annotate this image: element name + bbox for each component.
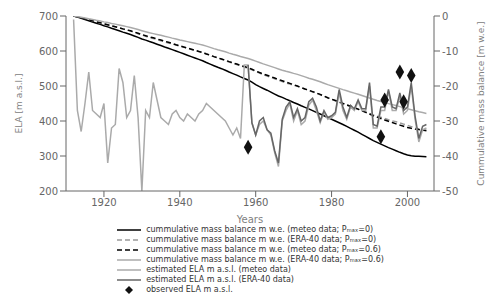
html-text:cummulative mass balance m w.e: cummulative mass balance m w.e. (ERA-40 …: [146, 235, 377, 244]
svg-text:1960: 1960: [243, 197, 268, 208]
svg-text:-50: -50: [442, 186, 458, 197]
svg-text:Cummulative mass balance [m w.: Cummulative mass balance [m w.e.]: [476, 21, 486, 185]
svg-text:700: 700: [39, 11, 58, 22]
html-text:cummulative mass balance m w.e: cummulative mass balance m w.e. (meteo d…: [146, 225, 374, 234]
svg-text:Years: Years: [236, 214, 263, 225]
svg-text:-20: -20: [442, 81, 458, 92]
html-text:cummulative mass balance m w.e: cummulative mass balance m w.e. (meteo d…: [146, 245, 381, 254]
svg-text:500: 500: [39, 81, 58, 92]
svg-text:-30: -30: [442, 116, 458, 127]
svg-text:ELA [m a.s.l.]: ELA [m a.s.l.]: [14, 74, 24, 134]
svg-text:2000: 2000: [395, 197, 420, 208]
svg-text:1940: 1940: [167, 197, 192, 208]
html-text:cummulative mass balance m w.e: cummulative mass balance m w.e. (ERA-40 …: [146, 255, 384, 264]
svg-text:1920: 1920: [91, 197, 116, 208]
html-text:observed ELA m a.s.l.: observed ELA m a.s.l.: [146, 285, 233, 294]
svg-text:200: 200: [39, 186, 58, 197]
svg-text:-10: -10: [442, 46, 458, 57]
svg-text:600: 600: [39, 46, 58, 57]
svg-text:1980: 1980: [319, 197, 344, 208]
html-text:estimated ELA m a.s.l. (meteo: estimated ELA m a.s.l. (meteo data): [146, 265, 291, 274]
svg-text:-40: -40: [442, 151, 458, 162]
svg-text:0: 0: [442, 11, 448, 22]
svg-text:300: 300: [39, 151, 58, 162]
html-text:estimated ELA m a.s.l. (ERA-40: estimated ELA m a.s.l. (ERA-40 data): [146, 275, 294, 284]
svg-text:400: 400: [39, 116, 58, 127]
